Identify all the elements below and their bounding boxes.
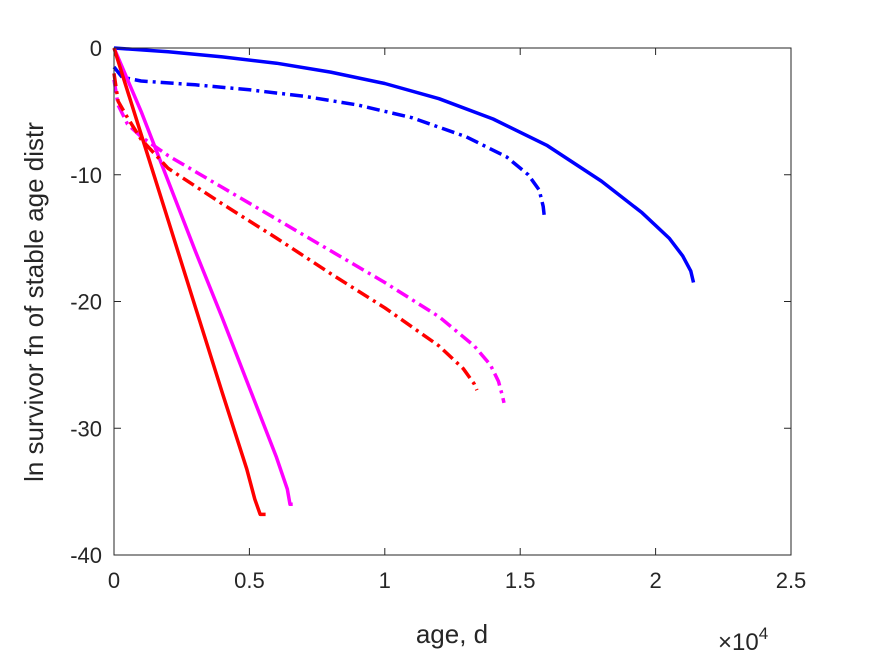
series-line-5	[112, 47, 266, 517]
y-tick-label: -30	[70, 416, 102, 441]
y-tick-label: 0	[90, 36, 102, 61]
series-line-2	[112, 65, 547, 220]
x-tick-label: 1	[379, 568, 391, 593]
x-tick-label: 0	[108, 568, 120, 593]
x-tick-label: 2	[649, 568, 661, 593]
x-exponent-power: 4	[759, 624, 768, 643]
x-tick-label: 2.5	[776, 568, 807, 593]
y-tick-label: -10	[70, 163, 102, 188]
svg-text:×104: ×104	[718, 624, 768, 656]
series-line-4	[112, 79, 506, 404]
x-exponent-label: ×104	[718, 624, 768, 656]
series-line-1	[113, 46, 696, 283]
x-exponent-base: ×10	[718, 629, 759, 656]
y-tick-label: -20	[70, 290, 102, 315]
ticks-layer: 0 0.5 1 1.5 2 2.5 0 -10 -20 -30 -40	[70, 36, 806, 593]
x-axis-label: age, d	[416, 619, 488, 649]
x-tick-label: 0.5	[234, 568, 265, 593]
y-axis-label: ln survivor fn of stable age distr	[19, 122, 49, 482]
y-tick-label: -40	[70, 543, 102, 568]
series-layer	[112, 46, 696, 517]
x-tick-label: 1.5	[505, 568, 536, 593]
series-line-6	[112, 73, 479, 391]
